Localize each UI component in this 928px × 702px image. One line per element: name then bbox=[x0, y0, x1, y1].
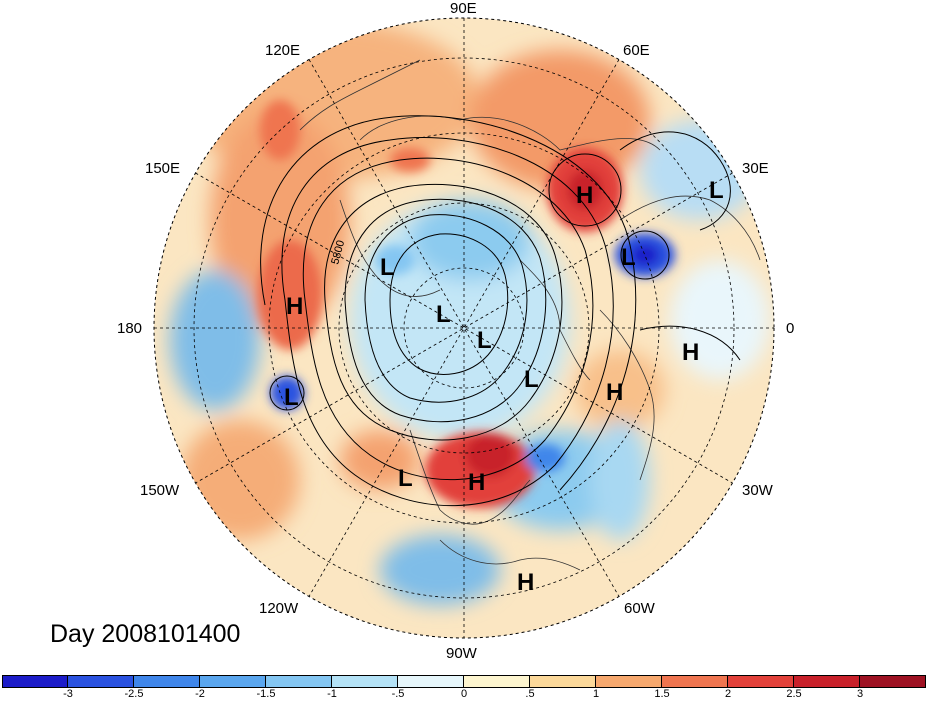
longitude-label-120e: 120E bbox=[265, 42, 301, 59]
colorbar-tick-label: 3 bbox=[856, 688, 864, 700]
pressure-center-label: H bbox=[517, 569, 534, 596]
pressure-centers: H L L L H L L L H H L L H H bbox=[284, 177, 724, 596]
longitude-label-180: 180 bbox=[117, 320, 143, 337]
pressure-center-label: L bbox=[398, 465, 413, 492]
pressure-center-label: L bbox=[524, 366, 539, 393]
colorbar-tick-label: 2 bbox=[724, 688, 732, 700]
longitude-label-90w: 90W bbox=[446, 645, 477, 662]
colorbar-tick-label: -2.5 bbox=[124, 688, 144, 700]
pressure-center-label: H bbox=[682, 339, 699, 366]
height-contours bbox=[260, 115, 741, 507]
colorbar-swatch bbox=[464, 675, 530, 688]
longitude-label-150e: 150E bbox=[145, 160, 181, 177]
colorbar-tick-label: 2.5 bbox=[786, 688, 802, 700]
colorbar-swatch bbox=[530, 675, 596, 688]
longitude-label-30w: 30W bbox=[742, 482, 773, 499]
longitude-label-0: 0 bbox=[786, 320, 795, 337]
colorbar-swatch bbox=[728, 675, 794, 688]
pressure-center-label: H bbox=[468, 469, 485, 496]
pressure-center-label: L bbox=[709, 177, 724, 204]
pressure-center-label: H bbox=[606, 379, 623, 406]
colorbar-swatch bbox=[332, 675, 398, 688]
colorbar-tick-label: -.5 bbox=[391, 688, 405, 700]
colorbar-tick-label: -2 bbox=[195, 688, 205, 700]
colorbar-swatch bbox=[200, 675, 266, 688]
longitude-label-60e: 60E bbox=[623, 42, 650, 59]
colorbar-swatch bbox=[266, 675, 332, 688]
longitude-label-150w: 150W bbox=[140, 482, 180, 499]
colorbar-tick-label: .5 bbox=[525, 688, 535, 700]
longitude-label-60w: 60W bbox=[624, 600, 655, 617]
colorbar-swatch bbox=[398, 675, 464, 688]
graticule bbox=[154, 18, 774, 638]
colorbar-tick-label: -1 bbox=[327, 688, 337, 700]
colorbar-tick-label: -3 bbox=[63, 688, 73, 700]
colorbar-swatch bbox=[2, 675, 68, 688]
longitude-label-30e: 30E bbox=[742, 160, 769, 177]
map-boundary bbox=[153, 17, 775, 639]
colorbar-tick-label: 1.5 bbox=[654, 688, 670, 700]
map-title: Day 2008101400 bbox=[50, 620, 241, 648]
pressure-center-label: L bbox=[621, 244, 636, 271]
longitude-label-90e: 90E bbox=[450, 0, 477, 17]
longitude-label-120w: 120W bbox=[259, 600, 299, 617]
colorbar-swatch bbox=[68, 675, 134, 688]
colorbar-swatch bbox=[662, 675, 728, 688]
colorbar-tick-label: -1.5 bbox=[256, 688, 276, 700]
pressure-center-label: H bbox=[576, 182, 593, 209]
pressure-center-label: H bbox=[286, 293, 303, 320]
colorbar-swatch bbox=[794, 675, 860, 688]
pressure-center-label: L bbox=[284, 384, 299, 411]
pressure-center-label: L bbox=[436, 301, 451, 328]
colorbar-swatch bbox=[596, 675, 662, 688]
colorbar bbox=[2, 675, 926, 688]
anomaly-field bbox=[154, 18, 774, 638]
colorbar-tick-label: 0 bbox=[460, 688, 468, 700]
pressure-center-label: L bbox=[380, 254, 395, 281]
colorbar-tick-label: 1 bbox=[592, 688, 600, 700]
colorbar-swatch bbox=[134, 675, 200, 688]
pressure-center-label: L bbox=[477, 327, 492, 354]
